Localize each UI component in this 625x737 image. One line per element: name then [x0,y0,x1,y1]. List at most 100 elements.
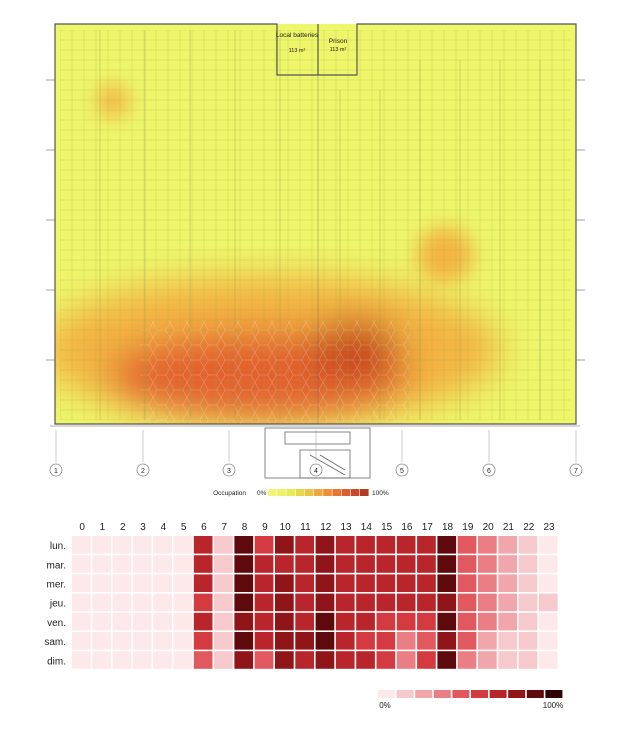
hour-label: 17 [422,522,434,533]
heatmap-cell [193,632,213,650]
heatmap-cell [498,536,517,554]
heatmap-cell [315,536,335,554]
svg-text:3: 3 [227,468,231,475]
hour-label: 4 [161,522,167,533]
heatmap-cell [437,593,457,612]
warehouse-shelving [60,30,570,420]
heatmap-cell [518,593,538,612]
hour-label: 12 [320,522,332,533]
heatmap-legend-swatch [396,690,414,698]
heatmap-cell [92,555,111,573]
heatmap-cell [254,555,274,573]
heatmap-cell [356,651,375,669]
heatmap-cell [396,612,416,631]
heatmap-cell [417,612,436,631]
hour-label: 0 [79,522,85,533]
building-outline [54,23,577,425]
heatmap-cell [173,555,193,573]
hour-label: 6 [201,522,207,533]
heatmap-legend-max: 100% [543,701,563,710]
heatmap-cell [214,555,233,573]
day-label: sam. [44,637,66,648]
heatmap-cell [295,632,314,650]
heatmap-cell [214,593,233,612]
heatmap-cell [275,536,294,554]
heatmap-cell [193,612,213,631]
heatmap-cell [295,593,314,612]
occupation-swatch [350,489,360,496]
heatmap-cell [153,574,172,592]
heatmap-cell [457,651,477,669]
occupation-legend-title: Occupation [213,490,246,497]
heatmap-cell [396,651,416,669]
room-local-batteries: Local batteries 113 m² [276,32,319,54]
heatmap-cell [376,651,396,669]
heatmap-cell [396,632,416,650]
heatmap-cell [538,651,558,669]
heatmap-cell [457,612,477,631]
heatmap-cell [457,574,477,592]
hour-label: 3 [140,522,146,533]
heatmap-cell [498,574,517,592]
heatmap-cell [538,555,558,573]
hour-label: 10 [280,522,292,533]
heatmap-cell [132,574,152,592]
heatmap-cell [417,574,436,592]
heatmap-cell [153,555,172,573]
heatmap-cell [417,632,436,650]
heatmap-cell [396,555,416,573]
column-axis: 1 2 3 4 5 6 7 [49,430,583,477]
day-label: ven. [47,618,66,629]
hour-label: 8 [242,522,248,533]
heatmap-cell [214,612,233,631]
heatmap-cell [234,536,254,554]
heatmap-cell [173,651,193,669]
hour-label: 9 [262,522,268,533]
heatmap-cell [335,593,355,612]
heatmap-cell [153,536,172,554]
occupation-legend: Occupation 0% 100% [213,489,389,497]
heatmap-cell [72,593,91,612]
heatmap-cell [437,612,457,631]
heatmap-cell [457,536,477,554]
heatmap-cell [376,593,396,612]
heatmap-cell [72,651,91,669]
heatmap-cell [254,632,274,650]
column-marker-3: 3 [222,430,236,477]
heatmap-cell [193,651,213,669]
heatmap-cell [518,574,538,592]
hour-label: 11 [300,522,311,533]
heatmap-cell [254,593,274,612]
room-prison: Prison 113 m² [329,38,348,53]
heatmap-cell [315,555,335,573]
heatmap-legend-min: 0% [379,701,391,710]
heatmap-cell [315,574,335,592]
heatmap-legend-swatch [415,690,433,698]
occupation-swatch [268,489,277,496]
heatmap-cell [335,555,355,573]
heatmap-cell [132,536,152,554]
heatmap-cell [72,536,91,554]
hour-label: 14 [361,522,373,533]
heatmap-cell [112,612,132,631]
heatmap-cell [335,651,355,669]
heatmap-cell [538,593,558,612]
occupation-swatch [323,489,332,496]
heatmap-cell [92,632,111,650]
heatmap-legend-swatch [452,690,470,698]
heatmap-cell [498,632,517,650]
heatmap-legend-swatch [433,690,451,698]
hour-label: 7 [221,522,227,533]
heatmap-legend-swatch [526,690,544,698]
hour-label: 19 [462,522,474,533]
heatmap-cell [518,612,538,631]
heatmap-legend: 0% 100% [378,690,563,710]
occupation-swatch [341,489,351,496]
heatmap-cell [538,536,558,554]
heatmap-cell [132,612,152,631]
heatmap-legend-swatch [378,690,395,698]
svg-text:1: 1 [54,468,58,475]
heatmap-cell [335,612,355,631]
heatmap-cell [356,574,375,592]
heatmap-cell [376,632,396,650]
